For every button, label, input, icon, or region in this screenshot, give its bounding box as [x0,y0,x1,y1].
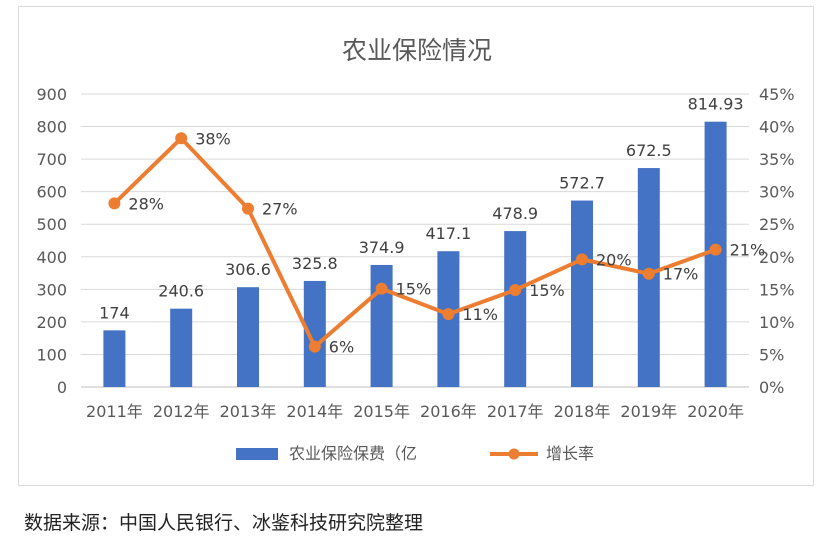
growth-point [308,340,321,353]
growth-point [108,197,121,210]
left-axis-tick-label: 200 [36,313,67,332]
growth-data-label: 21% [730,241,766,260]
bar-data-label: 814.93 [688,95,744,114]
right-axis-tick-label: 35% [759,150,795,169]
growth-data-label: 28% [128,194,164,213]
left-axis-tick-label: 0 [57,378,67,397]
growth-point [576,253,588,266]
bar [504,231,527,387]
legend-swatch-growth-marker [508,448,520,460]
line-data-labels: 28% 38% 27% 6% 15% 11% 15% 20% 17% 21% [128,129,765,356]
left-axis-tick-label: 300 [36,280,67,299]
bar-data-label: 174 [99,303,130,322]
growth-point [375,282,388,295]
category-label: 2017年 [487,402,544,421]
bar-data-label: 306.6 [225,260,271,279]
legend: 农业保险保费（亿 增长率 [236,444,594,463]
left-axis-tick-label: 700 [36,150,67,169]
category-label: 2018年 [554,402,611,421]
left-axis-tick-label: 900 [36,85,67,104]
category-label: 2015年 [353,402,410,421]
growth-data-label: 27% [262,200,298,219]
bar-data-label: 374.9 [359,238,405,257]
category-label: 2014年 [286,402,343,421]
right-axis-ticks: 0% 5% 10% 15% 20% 25% 30% 35% 40% 45% [759,85,795,397]
growth-data-label: 15% [529,281,565,300]
growth-point [642,267,655,280]
category-label: 2019年 [620,402,677,421]
chart-frame: 农业保险情况 174 240.6 306.6 325.8 374.9 417.1 478.9… [18,6,814,486]
left-axis-tick-label: 800 [36,118,67,137]
category-label: 2013年 [220,402,277,421]
bar-series [103,121,727,387]
left-axis-tick-label: 600 [36,183,67,202]
growth-point [242,202,254,215]
legend-swatch-premium [236,448,278,460]
growth-data-label: 15% [396,280,432,299]
left-axis-tick-label: 500 [36,215,67,234]
bar [237,287,259,387]
legend-label-growth: 增长率 [546,444,594,463]
growth-data-label: 17% [663,265,699,284]
growth-point [509,283,522,296]
bar-data-label: 672.5 [626,141,672,160]
left-axis-tick-label: 100 [36,345,67,364]
bar [170,308,193,387]
bar [571,200,593,387]
growth-data-label: 6% [329,338,354,357]
growth-data-label: 38% [195,129,231,148]
category-label: 2016年 [420,402,477,421]
legend-label-premium: 农业保险保费（亿 [289,444,417,463]
right-axis-tick-label: 20% [759,248,795,267]
category-label: 2011年 [86,402,143,421]
growth-point [709,243,722,256]
right-axis-tick-label: 10% [759,313,795,332]
insurance-chart: 农业保险情况 174 240.6 306.6 325.8 374.9 417.1 478.9… [36,36,795,463]
line-series [108,132,722,353]
right-axis-tick-label: 45% [759,85,795,104]
bar-data-label: 417.1 [425,224,471,243]
source-note: 数据来源：中国人民银行、冰鉴科技研究院整理 [24,512,424,534]
bar-data-label: 572.7 [559,174,605,193]
growth-line [113,136,717,349]
chart-title: 农业保险情况 [342,36,492,65]
left-axis-tick-label: 400 [36,248,67,267]
bar-data-label: 240.6 [158,282,204,301]
category-label: 2020年 [687,402,744,421]
bar-data-labels: 174 240.6 306.6 325.8 374.9 417.1 478.9 572.7 67… [99,95,743,323]
right-axis-tick-label: 5% [759,345,784,364]
bar [103,330,126,387]
bar-data-label: 478.9 [492,204,538,223]
growth-data-label: 11% [462,305,498,324]
right-axis-tick-label: 30% [759,183,795,202]
right-axis-tick-label: 15% [759,280,795,299]
category-label: 2012年 [153,402,210,421]
right-axis-tick-label: 40% [759,118,795,137]
right-axis-tick-label: 0% [759,378,784,397]
category-axis-labels: 2011年 2012年 2013年 2014年 2015年 2016年 2017年 2018年… [86,402,744,421]
bar [303,280,326,387]
gridlines [81,93,749,388]
growth-point [442,308,455,321]
right-axis-tick-label: 25% [759,215,795,234]
left-axis-ticks: 0 100 200 300 400 500 600 700 800 900 [36,85,67,397]
growth-data-label: 20% [596,250,632,269]
growth-point [175,132,188,145]
bar-data-label: 325.8 [292,254,338,273]
